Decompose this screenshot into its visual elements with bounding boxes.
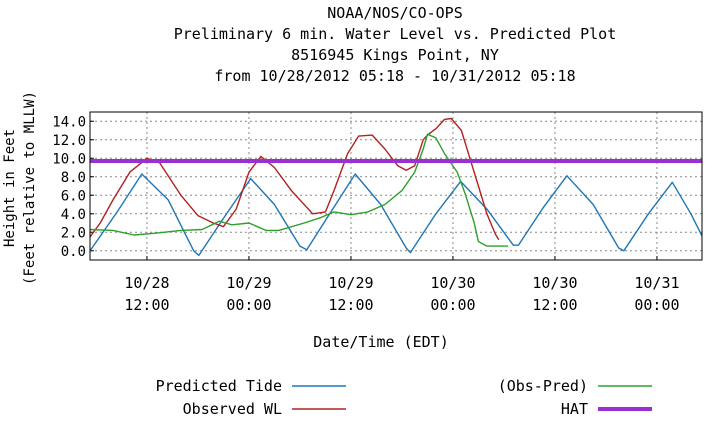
series: [90, 117, 702, 257]
title-line-4: from 10/28/2012 05:18 - 10/31/2012 05:18: [214, 67, 575, 85]
x-tick-label: 10/30: [430, 274, 475, 292]
series-line-observed-wl: [90, 117, 500, 241]
y-axis-label: Height in Feet (Feet relative to MLLW): [2, 91, 38, 285]
x-tick-label: 00:00: [634, 296, 679, 314]
x-tick-label: 12:00: [328, 296, 373, 314]
title-line-3: 8516945 Kings Point, NY: [291, 46, 499, 64]
y-tick-label: 14.0: [52, 114, 86, 130]
y-axis-ticks: 0.0 2.0 4.0 6.0 8.0 10.0 12.0 14.0: [52, 114, 94, 260]
y-tick-label: 10.0: [52, 151, 86, 167]
x-tick-label: 12:00: [532, 296, 577, 314]
title-line-2: Preliminary 6 min. Water Level vs. Predi…: [174, 25, 617, 43]
legend: Predicted Tide Observed WL (Obs-Pred) HAT: [156, 377, 652, 418]
grid: [90, 112, 702, 260]
x-axis-label: Date/Time (EDT): [313, 333, 448, 351]
y-tick-label: 4.0: [61, 207, 86, 223]
y-tick-label: 8.0: [61, 170, 86, 186]
x-tick-label: 12:00: [124, 296, 169, 314]
chart-title: NOAA/NOS/CO-OPS Preliminary 6 min. Water …: [174, 4, 617, 85]
x-tick-label: 10/31: [634, 274, 679, 292]
legend-label: Predicted Tide: [156, 377, 282, 395]
y-tick-label: 2.0: [61, 225, 86, 241]
x-tick-label: 00:00: [226, 296, 271, 314]
x-tick-label: 10/30: [532, 274, 577, 292]
x-tick-label: 10/28: [124, 274, 169, 292]
y-tick-label: 6.0: [61, 188, 86, 204]
x-tick-label: 00:00: [430, 296, 475, 314]
y-label-line-1: Height in Feet: [2, 129, 18, 247]
legend-label: HAT: [561, 400, 588, 418]
series-line-obs-pred: [90, 133, 509, 247]
legend-label: Observed WL: [183, 400, 282, 418]
x-tick-label: 10/29: [226, 274, 271, 292]
y-tick-label: 12.0: [52, 133, 86, 149]
legend-label: (Obs-Pred): [498, 377, 588, 395]
y-tick-label: 0.0: [61, 244, 86, 260]
x-axis-ticks: 10/28 12:00 10/29 00:00 10/29 12:00 10/30 00:00…: [124, 256, 680, 314]
title-line-1: NOAA/NOS/CO-OPS: [327, 4, 462, 22]
x-tick-label: 10/29: [328, 274, 373, 292]
y-label-line-2: (Feet relative to MLLW): [22, 91, 38, 285]
plot-frame: [89, 111, 703, 261]
series-line-predicted-tide: [90, 173, 702, 257]
